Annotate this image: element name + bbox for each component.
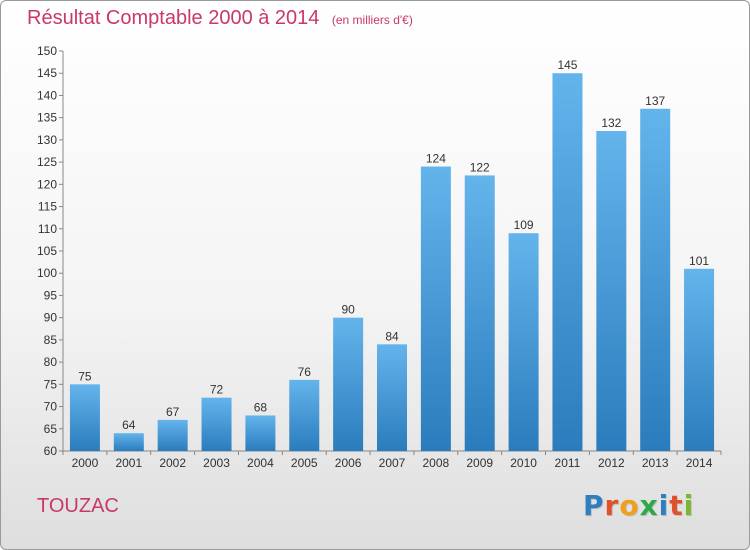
- x-tick-label: 2014: [686, 456, 713, 470]
- bar-2009: [464, 175, 495, 451]
- y-tick-label: 125: [37, 155, 57, 169]
- bar-2000: [69, 384, 100, 451]
- x-tick-label: 2001: [115, 456, 142, 470]
- x-tick-label: 2005: [291, 456, 318, 470]
- y-tick-label: 135: [37, 111, 57, 125]
- x-tick-label: 2013: [642, 456, 669, 470]
- y-tick-label: 85: [44, 333, 58, 347]
- y-tick-label: 100: [37, 266, 57, 280]
- y-tick-label: 80: [44, 355, 58, 369]
- bar-2010: [508, 233, 539, 451]
- data-label-2000: 75: [78, 369, 92, 383]
- y-tick-label: 110: [38, 222, 57, 236]
- y-tick-label: 145: [37, 66, 57, 80]
- logo-letter: i: [683, 489, 695, 522]
- y-tick-label: 95: [44, 288, 58, 302]
- x-tick-label: 2006: [335, 456, 362, 470]
- y-axis: 60 65 70 75 80 85 90 95 100 105 110 115 120 125 130 135…: [37, 44, 64, 458]
- x-tick-label: 2011: [555, 456, 581, 470]
- data-label-2013: 137: [645, 94, 665, 108]
- bar-2002: [157, 419, 188, 451]
- chart-title-text: Résultat Comptable 2000 à 2014: [27, 7, 320, 29]
- logo-letter: x: [639, 489, 659, 522]
- data-label-2006: 90: [341, 303, 355, 317]
- x-tick-label: 2003: [203, 456, 230, 470]
- y-tick-label: 65: [44, 422, 58, 436]
- x-tick-label: 2012: [598, 456, 625, 470]
- bar-2008: [420, 166, 451, 452]
- x-tick-label: 2009: [466, 456, 493, 470]
- bar-2011: [552, 73, 583, 451]
- y-tick-label: 150: [37, 44, 57, 58]
- data-label-2007: 84: [385, 329, 399, 343]
- data-label-2012: 132: [601, 116, 621, 130]
- x-tick-label: 2008: [423, 456, 450, 470]
- bar-2007: [377, 344, 407, 451]
- proxiti-logo[interactable]: Proxiti: [583, 489, 694, 522]
- y-tick-label: 70: [44, 400, 58, 414]
- y-tick-label: 130: [37, 133, 57, 147]
- data-label-2014: 101: [689, 254, 709, 268]
- data-label-2004: 68: [254, 400, 268, 414]
- logo-letter: t: [669, 489, 684, 522]
- x-tick-label: 2010: [510, 456, 537, 470]
- data-label-2009: 122: [470, 160, 490, 174]
- data-label-2003: 72: [210, 383, 224, 397]
- data-label-2005: 76: [298, 365, 312, 379]
- commune-name: TOUZAC: [37, 495, 119, 517]
- bar-2006: [333, 317, 364, 451]
- x-tick-label: 2004: [247, 456, 274, 470]
- x-tick-label: 2000: [72, 456, 99, 470]
- logo-letter: P: [583, 489, 605, 522]
- x-tick-label: 2007: [379, 456, 406, 470]
- y-tick-label: 75: [44, 377, 58, 391]
- bar-2003: [201, 397, 232, 451]
- y-tick-label: 60: [44, 444, 58, 458]
- logo-letter: r: [604, 489, 620, 522]
- bar-2014: [684, 268, 715, 451]
- data-label-2010: 109: [514, 218, 534, 232]
- bar-2013: [640, 108, 671, 452]
- data-label-2001: 64: [122, 418, 136, 432]
- bar-2005: [289, 379, 320, 451]
- chart-subtitle: (en milliers d'€): [331, 13, 413, 27]
- bar-2004: [245, 415, 276, 451]
- y-tick-label: 90: [44, 311, 58, 325]
- x-axis: 2000 2001 2002 2003 2004 2005 2006 2007 2008 2009…: [62, 450, 722, 470]
- bar-2012: [596, 131, 627, 451]
- chart-title: Résultat Comptable 2000 à 2014 (en milli…: [27, 7, 413, 30]
- data-label-2008: 124: [426, 152, 446, 166]
- logo-letter: i: [658, 489, 670, 522]
- bar-2001: [113, 433, 144, 451]
- x-tick-label: 2002: [159, 456, 186, 470]
- y-tick-label: 140: [37, 88, 57, 102]
- y-tick-label: 120: [37, 177, 57, 191]
- data-label-2002: 67: [166, 405, 180, 419]
- data-label-2011: 145: [557, 58, 577, 72]
- logo-letter: o: [619, 489, 640, 522]
- bars: 75 64 67 72 68 76 90 84 124 122 109 145 132 137 101: [69, 58, 715, 452]
- y-tick-label: 115: [38, 200, 57, 214]
- y-tick-label: 105: [37, 244, 57, 258]
